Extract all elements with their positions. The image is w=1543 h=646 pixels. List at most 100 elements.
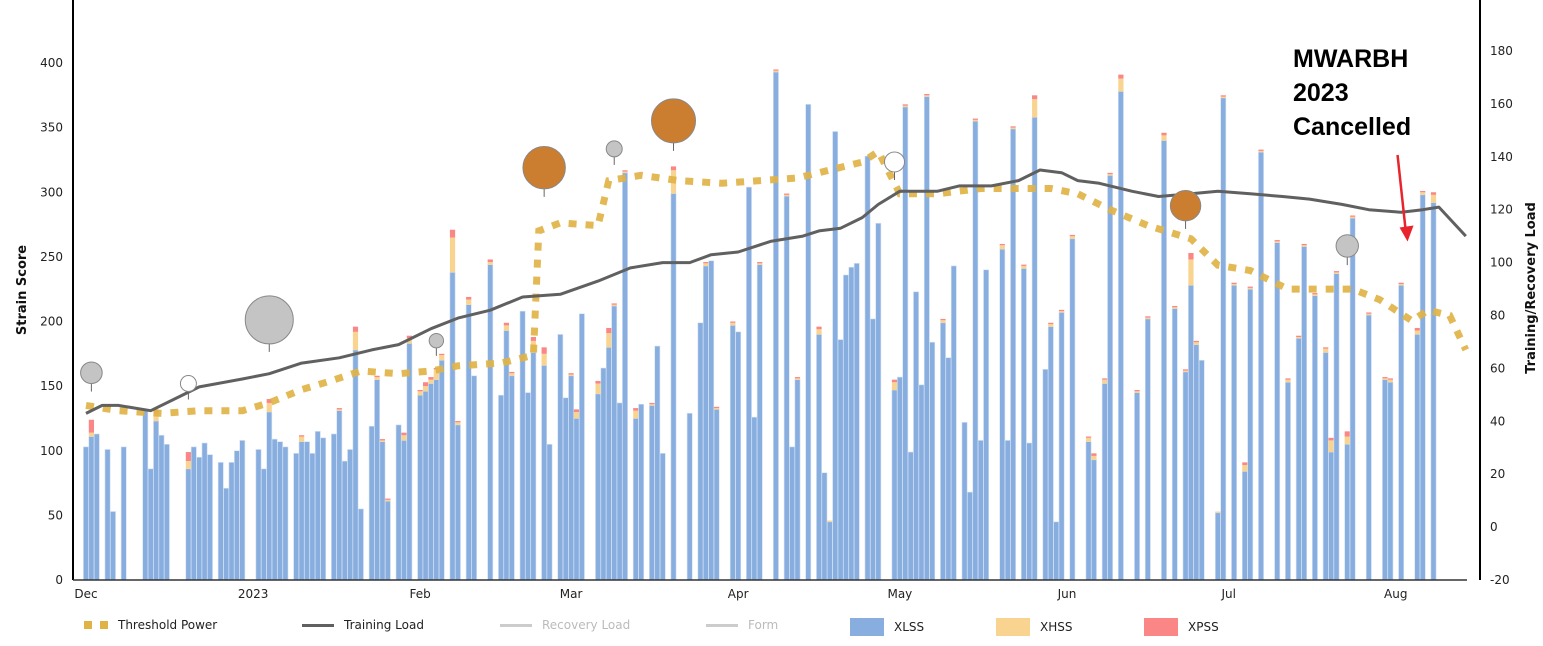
bar-68 — [449, 229, 456, 581]
bar-xlss — [1085, 441, 1092, 581]
legend-xpss[interactable]: XPSS — [1144, 618, 1219, 636]
bar-53 — [368, 425, 375, 581]
bar-xlss — [1419, 194, 1426, 581]
bar-xpss — [972, 118, 978, 120]
dotted-swatch-icon — [84, 621, 108, 629]
bar-xlss — [1026, 442, 1033, 581]
bar-xhss — [1058, 311, 1065, 313]
bar-xhss — [299, 436, 305, 442]
bar-xlss — [756, 264, 763, 581]
bar-xlss — [1091, 459, 1097, 581]
bar-xpss — [455, 421, 461, 423]
square-swatch-icon — [850, 618, 884, 636]
bar-xhss — [1188, 259, 1194, 286]
bar-xpss — [1193, 340, 1199, 343]
bar-xlss — [147, 468, 154, 581]
bar-xlss — [401, 440, 407, 581]
bar-112 — [686, 412, 693, 581]
event-bubble — [522, 145, 566, 190]
bar-xhss — [1274, 241, 1280, 243]
bar-xlss — [929, 341, 936, 581]
bar-160 — [945, 357, 952, 581]
bar-xlss — [428, 383, 434, 581]
bar-186 — [1085, 436, 1092, 581]
bar-xhss — [1350, 216, 1356, 219]
event-bubble — [80, 361, 103, 385]
bar-50 — [352, 326, 359, 581]
bar-152 — [902, 104, 909, 581]
bar-xpss — [1430, 192, 1437, 195]
bar-77 — [498, 394, 504, 581]
event-marker — [1169, 189, 1202, 229]
bar-xhss — [1091, 455, 1097, 460]
bar-247 — [1414, 327, 1421, 581]
bar-xlss — [1344, 443, 1351, 581]
bar-xlss — [1069, 238, 1076, 581]
bar-xlss — [659, 453, 666, 581]
bar-xhss — [401, 435, 407, 441]
bar-xlss — [843, 274, 849, 581]
bar-xhss — [714, 408, 720, 410]
legend-xhss[interactable]: XHSS — [996, 618, 1072, 636]
bar-xpss — [487, 259, 493, 263]
bar-xlss — [578, 313, 585, 581]
legend-recovery-load[interactable]: Recovery Load — [500, 618, 630, 632]
bar-4 — [104, 449, 111, 581]
bar-5 — [110, 511, 116, 581]
bar-xlss — [541, 365, 548, 581]
bar-58 — [395, 424, 402, 581]
bar-123 — [746, 186, 752, 581]
annotation-line-3: Cancelled — [1293, 113, 1411, 141]
x-tick-label: 2023 — [238, 587, 269, 601]
bar-xpss — [374, 375, 380, 378]
bar-65 — [433, 368, 440, 581]
bar-xhss — [1366, 313, 1372, 316]
legend-xlss[interactable]: XLSS — [850, 618, 924, 636]
bar-163 — [961, 422, 968, 581]
bar-2 — [93, 433, 100, 581]
bar-107 — [659, 453, 666, 581]
bar-xlss — [341, 460, 348, 581]
event-marker — [651, 98, 697, 151]
bar-xlss — [88, 436, 95, 581]
bar-xlss — [1182, 371, 1189, 581]
bar-36 — [277, 441, 283, 581]
bar-xpss — [784, 193, 790, 195]
bar-54 — [374, 375, 380, 581]
bar-xlss — [1047, 326, 1054, 581]
bar-202 — [1171, 305, 1178, 581]
bar-xhss — [379, 440, 386, 442]
bar-166 — [977, 440, 984, 581]
legend-form[interactable]: Form — [706, 618, 778, 632]
bar-xhss — [433, 369, 439, 380]
left-tick-label: 350 — [40, 121, 63, 135]
annotation-line-1: MWARBH — [1293, 45, 1408, 73]
bar-xlss — [519, 310, 526, 581]
bar-xpss — [1274, 240, 1280, 242]
bar-xhss — [1193, 342, 1199, 345]
bar-179 — [1047, 322, 1054, 581]
bar-xhss — [891, 382, 898, 391]
bar-xlss — [314, 431, 321, 581]
bar-xhss — [611, 304, 617, 306]
bar-xhss — [1010, 127, 1016, 129]
bar-xpss — [185, 452, 192, 462]
bar-xhss — [374, 377, 380, 380]
bar-xpss — [773, 69, 779, 71]
event-bubble — [884, 151, 905, 173]
legend-threshold-power[interactable]: Threshold Power — [84, 618, 217, 632]
bar-xlss — [713, 409, 720, 581]
legend-training-load[interactable]: Training Load — [302, 618, 424, 632]
bar-xlss — [207, 454, 213, 581]
bar-39 — [293, 453, 300, 581]
bar-xhss — [1323, 348, 1329, 353]
bar-xpss — [509, 371, 515, 374]
bar-90 — [568, 373, 574, 581]
bar-xhss — [757, 263, 763, 265]
bar-xhss — [449, 237, 456, 273]
bar-xpss — [1247, 286, 1253, 288]
bar-136 — [816, 326, 822, 581]
bar-xlss — [190, 446, 197, 581]
bar-189 — [1101, 378, 1108, 581]
bar-xlss — [309, 453, 316, 581]
